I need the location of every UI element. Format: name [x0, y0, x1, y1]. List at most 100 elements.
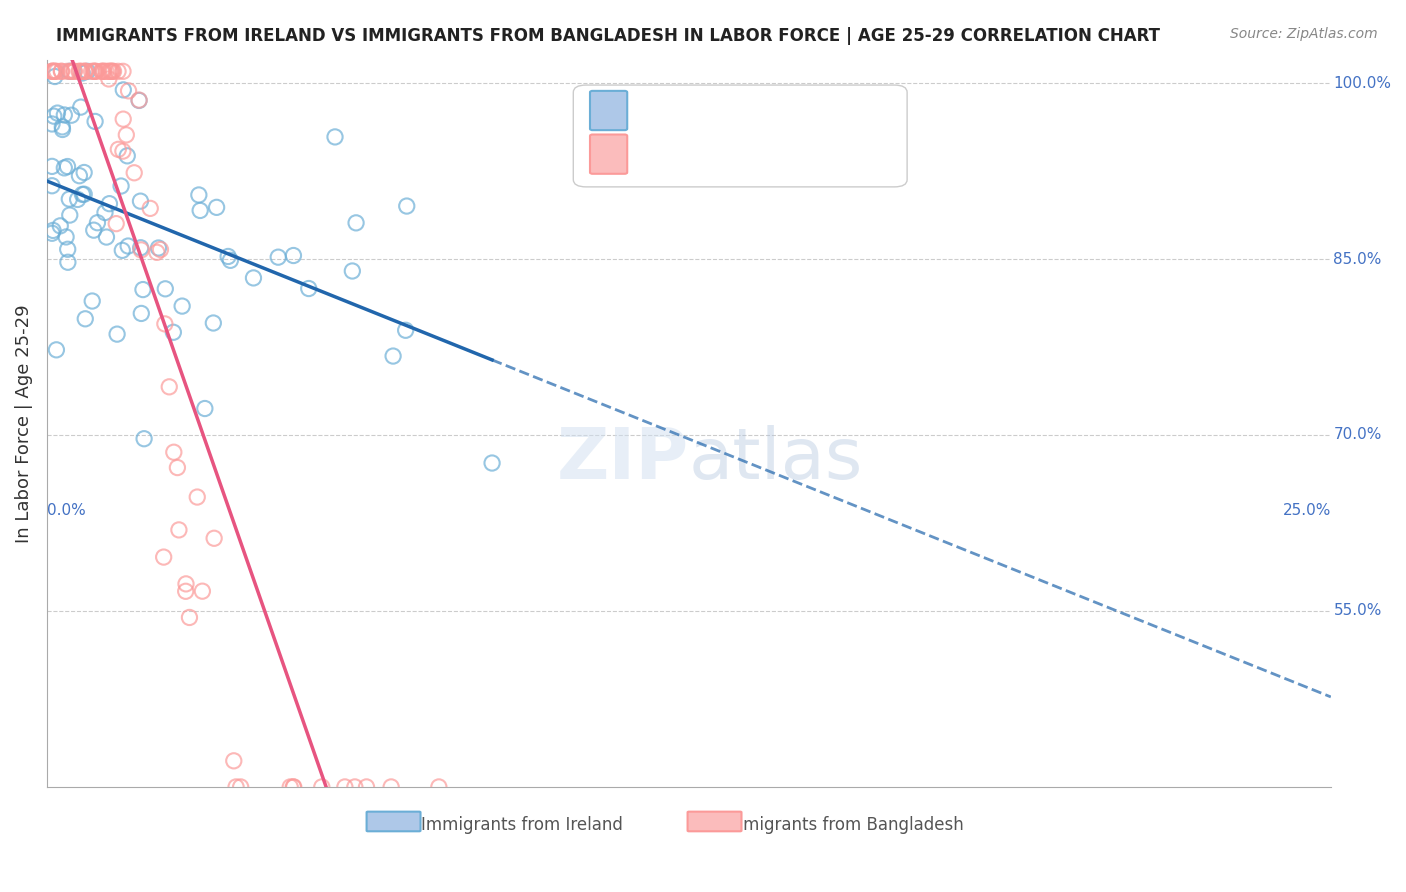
Point — [112, 83, 135, 97]
Point — [311, 780, 333, 794]
Point — [62, 64, 84, 78]
Point — [100, 64, 122, 78]
Point — [105, 327, 128, 342]
Point — [51, 64, 73, 78]
Point — [323, 129, 346, 144]
Point — [75, 311, 97, 326]
Point — [41, 64, 63, 78]
Point — [242, 271, 264, 285]
Point — [188, 203, 211, 218]
Point — [132, 432, 155, 446]
Point — [53, 108, 76, 122]
Point — [83, 64, 105, 78]
Point — [152, 550, 174, 565]
Point — [117, 84, 139, 98]
Point — [283, 780, 305, 794]
Point — [167, 523, 190, 537]
Point — [105, 217, 128, 231]
Point — [283, 248, 305, 262]
FancyBboxPatch shape — [574, 85, 907, 187]
Point — [111, 244, 134, 258]
Point — [356, 780, 378, 794]
Point — [63, 64, 86, 78]
Point — [67, 64, 90, 78]
Point — [129, 194, 152, 209]
Point — [83, 223, 105, 237]
Point — [344, 216, 367, 230]
Point — [41, 160, 63, 174]
FancyBboxPatch shape — [688, 812, 741, 831]
Point — [84, 114, 107, 128]
Point — [149, 243, 172, 257]
Text: 72: 72 — [817, 97, 845, 116]
Point — [41, 117, 63, 131]
Point — [73, 165, 96, 179]
Text: Immigrants from Ireland: Immigrants from Ireland — [420, 816, 623, 834]
Point — [162, 326, 184, 340]
Point — [90, 64, 112, 78]
Point — [222, 754, 245, 768]
FancyBboxPatch shape — [591, 135, 627, 174]
Point — [267, 250, 290, 264]
Text: -0.278: -0.278 — [689, 145, 758, 163]
Point — [132, 283, 155, 297]
Point — [166, 460, 188, 475]
Point — [60, 108, 83, 122]
Point — [202, 531, 225, 545]
Point — [56, 160, 79, 174]
Point — [49, 219, 72, 233]
Point — [45, 64, 67, 78]
Point — [69, 100, 91, 114]
Point — [112, 112, 135, 127]
Point — [41, 64, 63, 78]
Text: 85.0%: 85.0% — [1333, 252, 1382, 267]
Point — [56, 255, 79, 269]
Point — [148, 241, 170, 255]
Point — [205, 200, 228, 214]
Point — [80, 64, 103, 78]
Text: R =: R = — [637, 97, 681, 116]
Text: 25.0%: 25.0% — [1282, 503, 1331, 518]
Point — [41, 64, 63, 78]
Point — [111, 64, 134, 78]
Point — [97, 72, 120, 87]
Text: 0.0%: 0.0% — [46, 503, 86, 518]
Point — [179, 610, 201, 624]
Point — [202, 316, 225, 330]
Point — [73, 187, 96, 202]
Point — [101, 64, 124, 78]
Point — [55, 230, 77, 244]
Point — [69, 64, 91, 78]
Point — [278, 780, 301, 794]
Point — [343, 780, 366, 794]
Point — [298, 281, 321, 295]
Point — [194, 401, 217, 416]
Point — [427, 780, 450, 794]
Text: IMMIGRANTS FROM IRELAND VS IMMIGRANTS FROM BANGLADESH IN LABOR FORCE | AGE 25-29: IMMIGRANTS FROM IRELAND VS IMMIGRANTS FR… — [56, 27, 1160, 45]
Point — [66, 193, 89, 207]
Point — [342, 264, 364, 278]
FancyBboxPatch shape — [367, 812, 420, 831]
Point — [163, 445, 186, 459]
Point — [107, 142, 129, 156]
Point — [98, 64, 121, 78]
Point — [395, 199, 418, 213]
Point — [380, 780, 402, 794]
Point — [59, 208, 82, 222]
Point — [75, 64, 97, 78]
Point — [70, 64, 93, 78]
Point — [111, 144, 134, 158]
Point — [84, 64, 107, 78]
Point — [56, 64, 79, 78]
Point — [73, 64, 96, 78]
Point — [44, 70, 66, 84]
Point — [42, 64, 65, 78]
Point — [174, 577, 197, 591]
Point — [395, 323, 418, 337]
Point — [70, 66, 93, 80]
Point — [122, 166, 145, 180]
Point — [129, 306, 152, 320]
Point — [96, 64, 118, 78]
Text: Immigrants from Bangladesh: Immigrants from Bangladesh — [723, 816, 963, 834]
Point — [41, 227, 63, 241]
